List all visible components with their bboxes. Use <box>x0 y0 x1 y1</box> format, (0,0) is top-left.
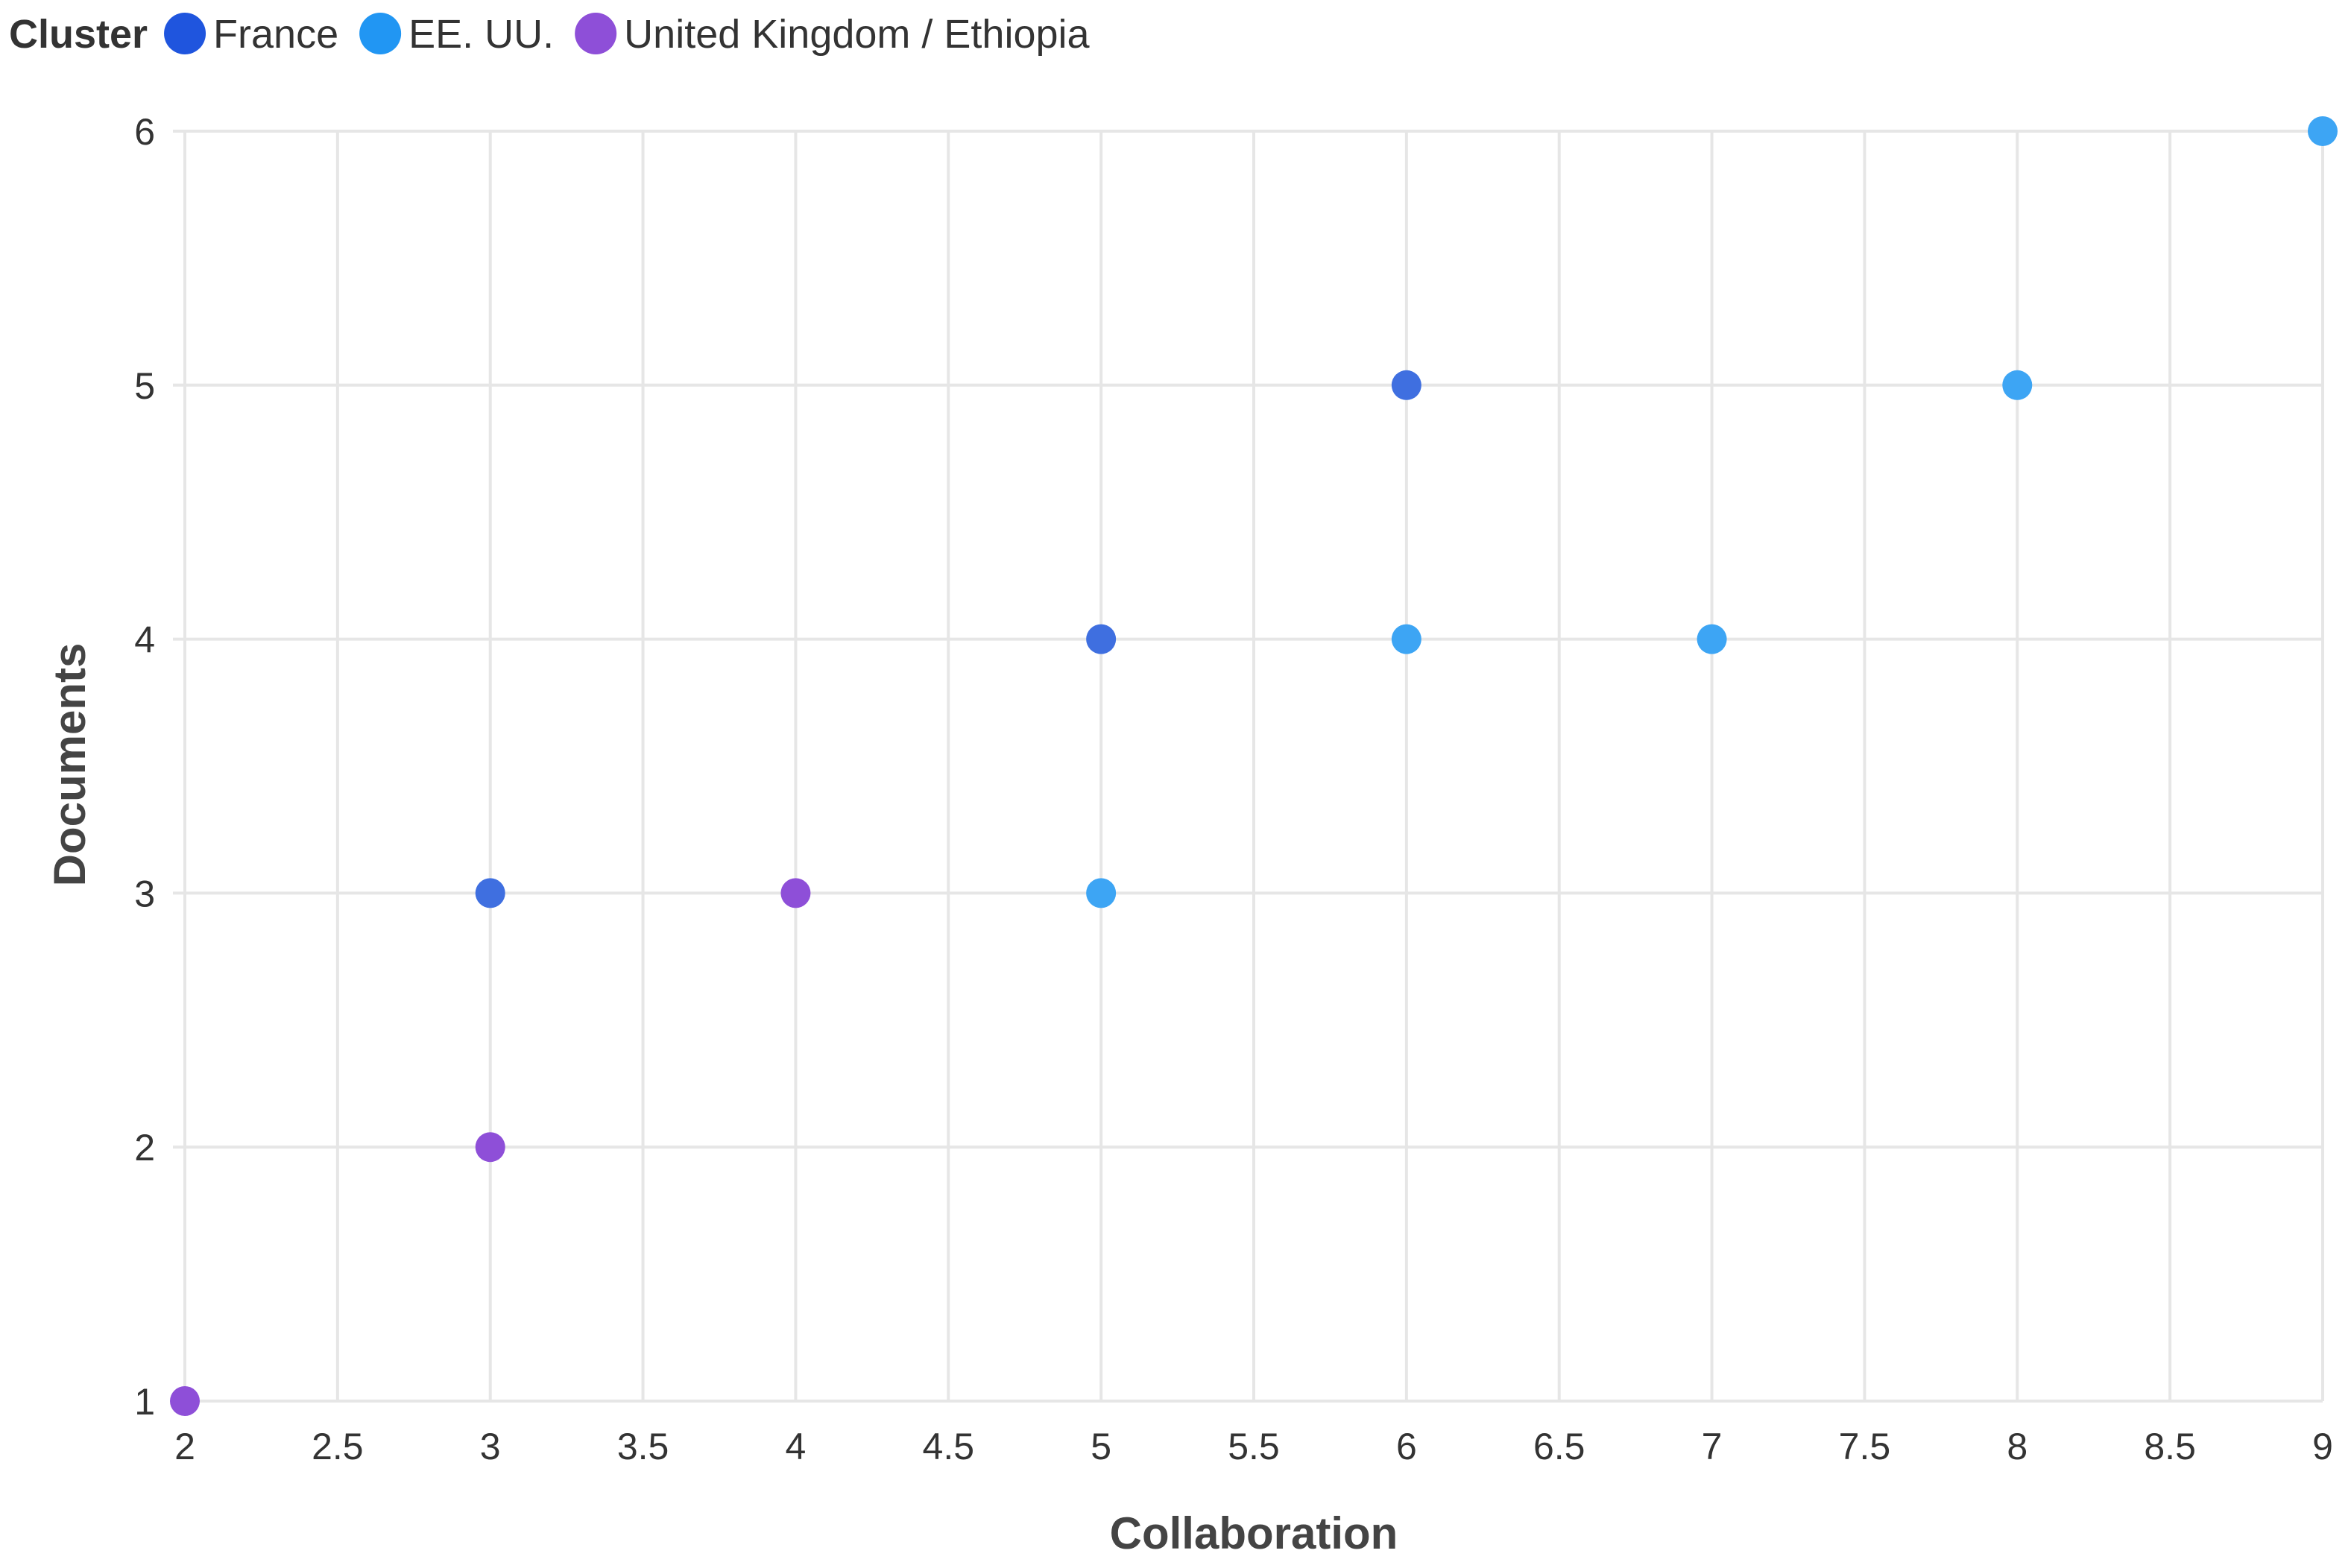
legend-label-2: United Kingdom / Ethiopia <box>624 12 1090 57</box>
point-series1-2 <box>1697 624 1727 654</box>
x-tick-label-0: 2 <box>174 1426 195 1467</box>
legend: Cluster France EE. UU. United Kingdom / Et… <box>9 12 1091 57</box>
point-series0-0 <box>475 878 505 908</box>
point-series2-0 <box>170 1386 200 1416</box>
legend-label-1: EE. UU. <box>408 12 554 57</box>
grid <box>173 130 2324 1403</box>
legend-title: Cluster <box>9 12 148 57</box>
point-series2-1 <box>475 1132 505 1163</box>
legend-label-0: France <box>213 12 338 57</box>
point-series1-1 <box>1391 624 1421 654</box>
x-axis-title: Collaboration <box>1110 1508 1398 1558</box>
x-tick-label-6: 5 <box>1091 1426 1111 1467</box>
x-tick-label-9: 6.5 <box>1533 1426 1585 1467</box>
y-tick-label-0: 1 <box>134 1381 155 1423</box>
x-tick-label-8: 6 <box>1396 1426 1417 1467</box>
x-tick-label-1: 2.5 <box>312 1426 364 1467</box>
x-tick-label-14: 9 <box>2312 1426 2333 1467</box>
y-tick-label-4: 5 <box>134 365 155 407</box>
x-tick-label-3: 3.5 <box>617 1426 669 1467</box>
point-series0-2 <box>1391 370 1421 400</box>
x-tick-label-13: 8.5 <box>2144 1426 2196 1467</box>
legend-swatch-1 <box>359 13 402 54</box>
legend-swatch-2 <box>575 13 617 54</box>
x-tick-label-10: 7 <box>1702 1426 1723 1467</box>
point-series2-2 <box>780 878 811 908</box>
point-series1-4 <box>2308 116 2338 146</box>
y-axis-ticks: 1 2 3 4 5 6 <box>134 111 155 1423</box>
y-tick-label-3: 4 <box>134 619 155 661</box>
x-tick-label-2: 3 <box>480 1426 501 1467</box>
x-tick-label-4: 4 <box>786 1426 807 1467</box>
y-tick-label-1: 2 <box>134 1127 155 1169</box>
x-tick-label-11: 7.5 <box>1839 1426 1891 1467</box>
data-points <box>170 116 2338 1416</box>
x-tick-label-5: 4.5 <box>923 1426 975 1467</box>
y-axis-title: Documents <box>45 643 95 887</box>
x-tick-label-7: 5.5 <box>1228 1426 1280 1467</box>
point-series1-3 <box>2002 370 2033 400</box>
x-tick-label-12: 8 <box>2007 1426 2027 1467</box>
x-axis-ticks: 2 2.5 3 3.5 4 4.5 5 5.5 6 6.5 7 7.5 8 8.5 9 <box>174 1426 2333 1467</box>
point-series0-1 <box>1086 624 1117 654</box>
point-series1-0 <box>1086 878 1117 908</box>
y-tick-label-5: 6 <box>134 111 155 153</box>
y-tick-label-2: 3 <box>134 873 155 914</box>
legend-swatch-0 <box>164 13 206 54</box>
